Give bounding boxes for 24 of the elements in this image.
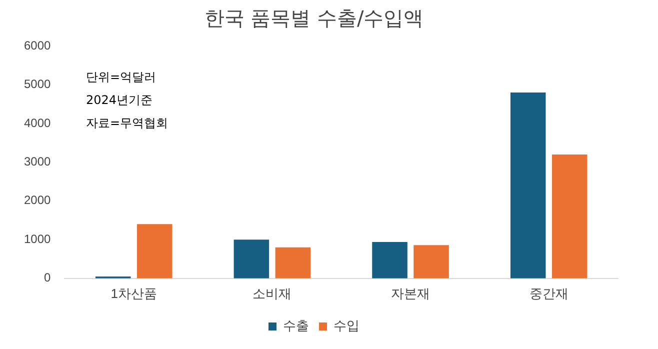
y-tick-label: 0 — [44, 270, 52, 285]
bar — [414, 245, 449, 278]
y-tick-label: 2000 — [24, 193, 52, 208]
y-tick-label: 1000 — [24, 232, 52, 246]
annotation: 2024년기준 — [86, 92, 154, 109]
x-tick-label: 중간재 — [529, 286, 568, 301]
x-tick-label: 자본재 — [391, 286, 430, 301]
annotation: 단위=억달러 — [86, 69, 158, 86]
y-tick-label: 4000 — [24, 116, 52, 130]
bar — [136, 224, 172, 278]
y-tick-label: 5000 — [24, 77, 52, 92]
chart-title: 한국 품목별 수출/수입액 — [204, 6, 424, 30]
annotation: 자료=무역협회 — [86, 115, 168, 132]
x-tick-label: 1차산품 — [110, 286, 157, 301]
bar — [275, 247, 311, 278]
y-tick-label: 3000 — [24, 154, 52, 169]
bar — [510, 92, 546, 278]
y-tick-label: 6000 — [24, 38, 52, 52]
bar — [372, 242, 408, 278]
bar — [234, 240, 270, 278]
legend-label: 수입 — [334, 318, 360, 334]
legend-label: 수출 — [283, 318, 309, 334]
x-tick-label: 소비재 — [252, 286, 292, 301]
bar — [552, 154, 588, 278]
